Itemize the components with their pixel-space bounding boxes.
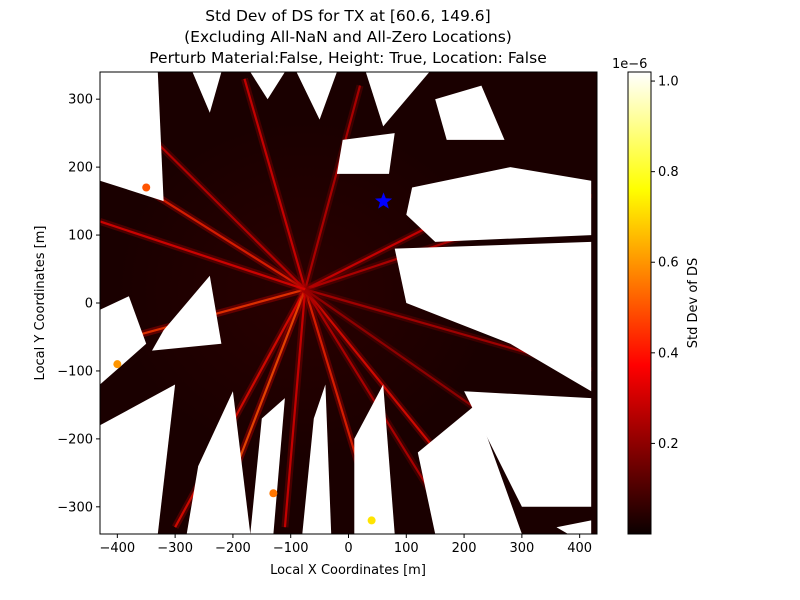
heatmap-plot-area (99, 71, 598, 535)
x-tick-label-8: 400 (567, 541, 592, 556)
excluded-region-12 (186, 391, 251, 534)
y-tick-label-0: −300 (57, 500, 93, 515)
streak-halo-12 (137, 123, 308, 292)
streak-12 (139, 125, 306, 291)
y-axis: −300 −200 −100 0 100 200 300 (57, 93, 100, 515)
heatmap-layer (100, 72, 593, 534)
colorbar-tick-label-4: 1.0 (658, 75, 679, 90)
colorbar-gradient (627, 71, 652, 535)
x-tick-label-1: −300 (157, 541, 193, 556)
colorbar: 0.2 0.4 0.6 0.8 1.0 1e−6 Std Dev of DS (612, 57, 701, 535)
title-line-1: Std Dev of DS for TX at [60.6, 149.6] (205, 7, 490, 25)
y-tick-label-2: −100 (57, 364, 93, 379)
colorbar-ticks: 0.2 0.4 0.6 0.8 1.0 (651, 75, 679, 452)
title-line-3: Perturb Material:False, Height: True, Lo… (149, 49, 546, 67)
colorbar-tick-label-1: 0.4 (658, 346, 679, 361)
excluded-region-10 (152, 275, 222, 351)
x-tick-label-4: 0 (344, 541, 352, 556)
x-tick-label-3: −100 (273, 541, 309, 556)
excluded-region-3 (296, 72, 337, 120)
y-tick-label-3: 0 (85, 297, 93, 312)
x-tick-label-0: −400 (99, 541, 135, 556)
x-tick-label-6: 200 (452, 541, 477, 556)
excluded-region-17 (464, 391, 592, 507)
excluded-region-4 (365, 72, 430, 127)
colorbar-label: Std Dev of DS (686, 258, 701, 349)
streak-4 (243, 78, 307, 290)
excluded-region-6 (435, 85, 505, 140)
excluded-region-0 (100, 72, 164, 202)
streak-halo-11 (281, 289, 309, 528)
excluded-region-14 (302, 384, 332, 534)
excluded-region-16 (417, 404, 522, 534)
y-axis-label: Local Y Coordinates [m] (33, 226, 48, 381)
streak-5 (304, 85, 362, 290)
x-tick-label-2: −200 (215, 541, 251, 556)
streak-14 (100, 220, 306, 291)
y-tick-label-1: −200 (57, 432, 93, 447)
hotspot-3 (142, 183, 151, 192)
excluded-region-15 (354, 384, 395, 534)
excluded-region-8 (394, 241, 592, 392)
y-tick-label-5: 200 (68, 161, 93, 176)
y-tick-label-4: 100 (68, 229, 93, 244)
streak-halo-5 (301, 84, 364, 291)
transmitter-star-icon (375, 192, 393, 209)
excluded-region-13 (250, 398, 285, 534)
hotspot-0 (367, 516, 376, 525)
streak-11 (283, 289, 307, 528)
x-axis-label: Local X Coordinates [m] (270, 563, 426, 578)
x-tick-label-7: 300 (509, 541, 534, 556)
excluded-region-11 (100, 384, 176, 534)
hotspot-1 (269, 489, 278, 498)
excluded-region-1 (192, 72, 222, 113)
excluded-region-7 (406, 167, 592, 242)
streak-halo-14 (100, 218, 307, 293)
excluded-region-18 (556, 520, 592, 534)
colorbar-tick-label-0: 0.2 (658, 437, 679, 452)
excluded-region-2 (250, 72, 285, 100)
colorbar-offset-text: 1e−6 (612, 57, 647, 72)
hotspot-2 (113, 360, 122, 369)
excluded-region-5 (336, 133, 395, 174)
title-line-2: (Excluding All-NaN and All-Zero Location… (184, 28, 512, 46)
x-tick-label-5: 100 (394, 541, 419, 556)
y-tick-label-6: 300 (68, 93, 93, 108)
streak-halo-4 (241, 77, 309, 291)
x-axis: −400 −300 −200 −100 0 100 200 300 400 (99, 534, 592, 556)
colorbar-tick-label-3: 0.8 (658, 165, 679, 180)
chart-title: Std Dev of DS for TX at [60.6, 149.6] (E… (149, 7, 546, 67)
colorbar-tick-label-2: 0.6 (658, 256, 679, 271)
excluded-region-9 (100, 296, 147, 385)
